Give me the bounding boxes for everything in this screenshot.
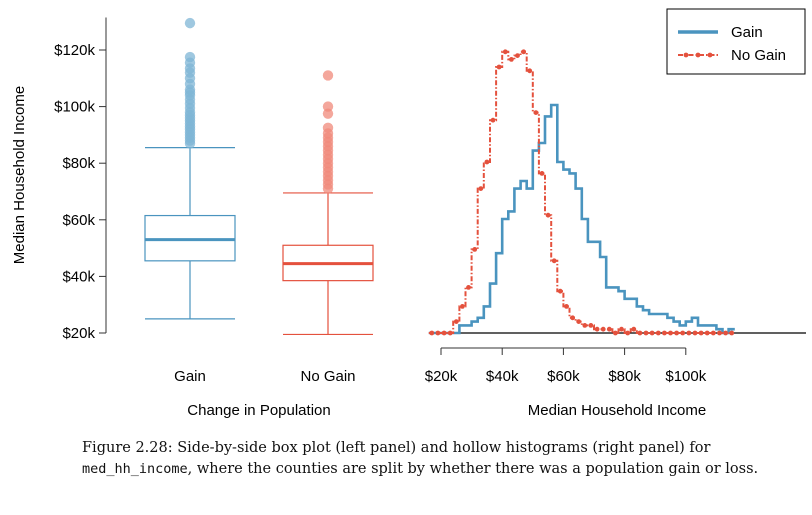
no-gain-bin-marker [686, 330, 692, 336]
y-tick-label: $20k [62, 325, 95, 342]
caption-figure-number: Figure 2.28: [82, 440, 173, 456]
no-gain-bin-marker [582, 323, 588, 328]
caption-text-start: Side-by-side box plot (left panel) and h… [177, 440, 711, 456]
no-gain-bin-marker [490, 117, 496, 123]
no-gain-bin-marker [723, 330, 728, 336]
outlier-point [322, 101, 334, 112]
no-gain-bin-marker [478, 186, 484, 192]
no-gain-bin-marker [729, 330, 735, 336]
box-plot-y-axis-title: Median Household Income [11, 86, 28, 264]
no-gain-bin-marker [429, 330, 435, 336]
no-gain-bin-marker [435, 330, 441, 336]
no-gain-bin-marker [710, 330, 716, 336]
no-gain-bin-marker [613, 330, 618, 336]
box-plot-boxes [144, 17, 374, 336]
no-gain-bin-marker [557, 288, 563, 294]
no-gain-bin-marker [441, 330, 447, 336]
outlier-point [322, 122, 334, 134]
x-tick-label: $20k [425, 368, 458, 385]
no-gain-bin-marker [692, 330, 698, 336]
outlier-point [322, 70, 334, 81]
x-category-label: No Gain [300, 368, 355, 385]
legend-no-gain-marker [695, 52, 701, 58]
no-gain-bin-marker [698, 330, 704, 336]
box-plot-x-axis: Gain No Gain [174, 368, 355, 385]
no-gain-bin-marker [606, 326, 612, 332]
no-gain-bin-marker [564, 304, 569, 309]
histogram-panel: $20k $40k $60k $80k $100k Median Household I… [425, 8, 806, 419]
no-gain-bin-marker [539, 171, 545, 176]
no-gain-bin-marker [674, 330, 679, 336]
no-gain-bin-marker [472, 247, 478, 252]
outlier-point [184, 51, 196, 63]
y-tick-label: $100k [54, 99, 95, 116]
no-gain-bin-marker [649, 330, 655, 336]
histogram-legend: Gain No Gain [666, 8, 806, 75]
no-gain-bin-marker [496, 64, 502, 70]
histogram-x-axis-title: Median Household Income [528, 402, 706, 419]
legend-box [666, 8, 806, 75]
legend-no-gain-label: No Gain [731, 47, 786, 64]
no-gain-bin-marker [570, 315, 575, 321]
box-gain [144, 17, 236, 320]
no-gain-bin-marker [704, 330, 710, 336]
no-gain-bin-marker [600, 326, 606, 332]
no-gain-bin-marker [453, 319, 459, 324]
y-tick-label: $40k [62, 268, 95, 285]
x-tick-label: $80k [608, 368, 641, 385]
histogram-x-axis: $20k $40k $60k $80k $100k [425, 347, 707, 385]
no-gain-bin-marker [588, 323, 594, 328]
y-tick-label: $80k [62, 155, 95, 172]
box-no-gain [282, 70, 374, 336]
no-gain-bin-marker [545, 212, 551, 218]
box-plot-x-axis-title: Change in Population [187, 402, 330, 419]
no-gain-bin-marker [509, 57, 514, 62]
box-plot-panel: $20k $40k $60k $80k $100k $120k Gain No Gain M… [11, 17, 374, 419]
no-gain-bin-marker [631, 326, 637, 332]
outlier-point [184, 17, 196, 29]
histogram-series [428, 49, 806, 336]
no-gain-bin-marker [521, 49, 526, 55]
no-gain-bin-marker [460, 304, 465, 309]
histogram-no-gain-outline [428, 50, 735, 334]
figure-caption: Figure 2.28: Side-by-side box plot (left… [82, 438, 782, 480]
x-category-label: Gain [174, 368, 206, 385]
no-gain-bin-marker [619, 326, 624, 332]
legend-gain-label: Gain [731, 24, 763, 41]
no-gain-bin-marker [533, 110, 539, 115]
no-gain-bin-marker [447, 330, 453, 336]
no-gain-bin-marker [625, 330, 631, 336]
no-gain-bin-marker [637, 330, 643, 336]
x-tick-label: $40k [486, 368, 519, 385]
caption-text-end: , where the counties are split by whethe… [187, 461, 759, 477]
no-gain-bin-marker [551, 258, 557, 264]
no-gain-bin-marker [576, 319, 582, 324]
no-gain-bin-marker [662, 330, 667, 336]
no-gain-bin-marker [515, 53, 520, 58]
y-tick-label: $60k [62, 212, 95, 229]
no-gain-bin-marker [594, 326, 600, 332]
y-tick-label: $120k [54, 42, 95, 59]
no-gain-bin-marker [484, 159, 490, 165]
no-gain-bin-marker [527, 68, 533, 74]
box-plot-y-axis: $20k $40k $60k $80k $100k $120k [54, 17, 107, 342]
legend-no-gain-marker [683, 52, 689, 58]
no-gain-bin-marker [668, 330, 673, 336]
legend-no-gain-marker [707, 52, 713, 58]
no-gain-bin-marker [502, 49, 508, 55]
caption-variable-name: med_hh_income [82, 461, 188, 477]
no-gain-bin-marker [680, 330, 686, 336]
x-tick-label: $60k [547, 368, 580, 385]
histogram-gain-outline [428, 103, 735, 335]
x-tick-label: $100k [665, 368, 706, 385]
no-gain-bin-marker [466, 285, 471, 290]
no-gain-bin-marker [717, 330, 722, 336]
no-gain-bin-marker [655, 330, 661, 336]
figure: $20k $40k $60k $80k $100k $120k Gain No Gain M… [11, 8, 806, 419]
no-gain-bin-marker [643, 330, 649, 336]
